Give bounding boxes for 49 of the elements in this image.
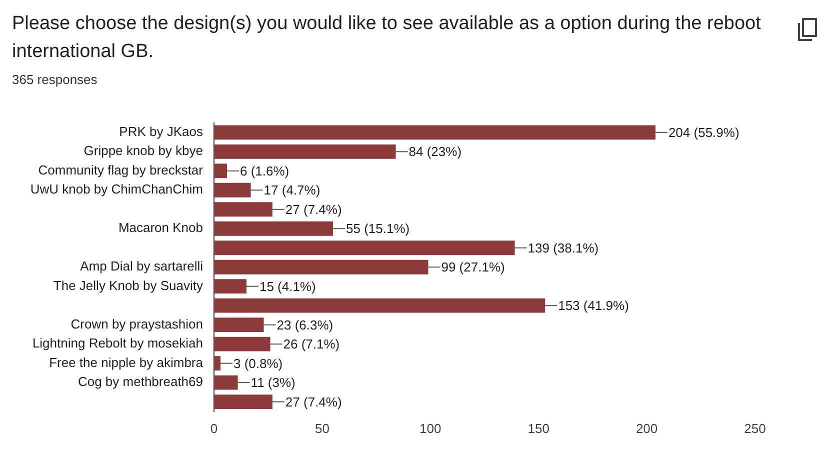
data-label: 6 (1.6%) bbox=[240, 163, 290, 178]
data-label: 26 (7.1%) bbox=[283, 336, 340, 352]
data-label: 139 (38.1%) bbox=[528, 240, 599, 256]
bar bbox=[214, 375, 238, 390]
bar bbox=[214, 356, 220, 371]
y-tick-label: Lightning Rebolt by mosekiah bbox=[32, 336, 203, 351]
data-label: 27 (7.4%) bbox=[285, 202, 342, 217]
bar bbox=[214, 202, 272, 217]
x-tick-label: 0 bbox=[210, 420, 218, 436]
bar bbox=[214, 260, 428, 274]
bar bbox=[214, 240, 515, 256]
y-tick-label: Cog by methbreath69 bbox=[78, 374, 203, 390]
bar bbox=[214, 336, 270, 352]
bar bbox=[214, 279, 246, 294]
data-label: 55 (15.1%) bbox=[346, 221, 410, 236]
bar bbox=[214, 144, 396, 159]
data-label: 17 (4.7%) bbox=[264, 182, 320, 198]
y-tick-label: UwU knob by ChimChanChim bbox=[30, 182, 203, 197]
data-label: 204 (55.9%) bbox=[668, 125, 740, 140]
bar bbox=[214, 182, 251, 198]
x-tick-label: 50 bbox=[314, 420, 330, 436]
data-label: 84 (23%) bbox=[408, 144, 462, 160]
data-label: 153 (41.9%) bbox=[558, 298, 629, 314]
y-tick-label: PRK by JKaos bbox=[119, 124, 204, 139]
y-tick-label: Free the nipple by akimbra bbox=[49, 354, 204, 370]
x-tick-label: 250 bbox=[744, 420, 766, 436]
data-label: 23 (6.3%) bbox=[276, 317, 334, 332]
bar bbox=[214, 164, 227, 178]
chart-title: Please choose the design(s) you would like to see available as a option during the reboot international GB. bbox=[12, 12, 762, 64]
y-tick-label: Amp Dial by sartarelli bbox=[80, 258, 204, 274]
bar bbox=[214, 298, 546, 313]
data-label: 99 (27.1%) bbox=[441, 260, 505, 275]
x-tick-label: 150 bbox=[528, 420, 550, 436]
x-tick-label: 100 bbox=[420, 420, 442, 436]
data-label: 15 (4.1%) bbox=[259, 278, 316, 294]
y-tick-label: Macaron Knob bbox=[118, 220, 203, 236]
data-label: 3 (0.8%) bbox=[233, 356, 283, 371]
text: 365 responses bbox=[12, 72, 98, 87]
data-label: 27 (7.4%) bbox=[285, 394, 342, 410]
y-tick-label: Community flag by breckstar bbox=[38, 162, 204, 178]
y-tick-label: The Jelly Knob by Suavity bbox=[53, 278, 204, 293]
bar bbox=[214, 221, 334, 236]
y-tick-label: Grippe knob by kbye bbox=[84, 143, 203, 158]
y-tick-label: Crown by praystashion bbox=[70, 316, 203, 332]
data-label: 11 (3%) bbox=[250, 375, 296, 390]
bar bbox=[214, 125, 656, 140]
bar bbox=[214, 318, 264, 332]
bar bbox=[214, 394, 272, 409]
x-tick-label: 200 bbox=[636, 420, 658, 436]
